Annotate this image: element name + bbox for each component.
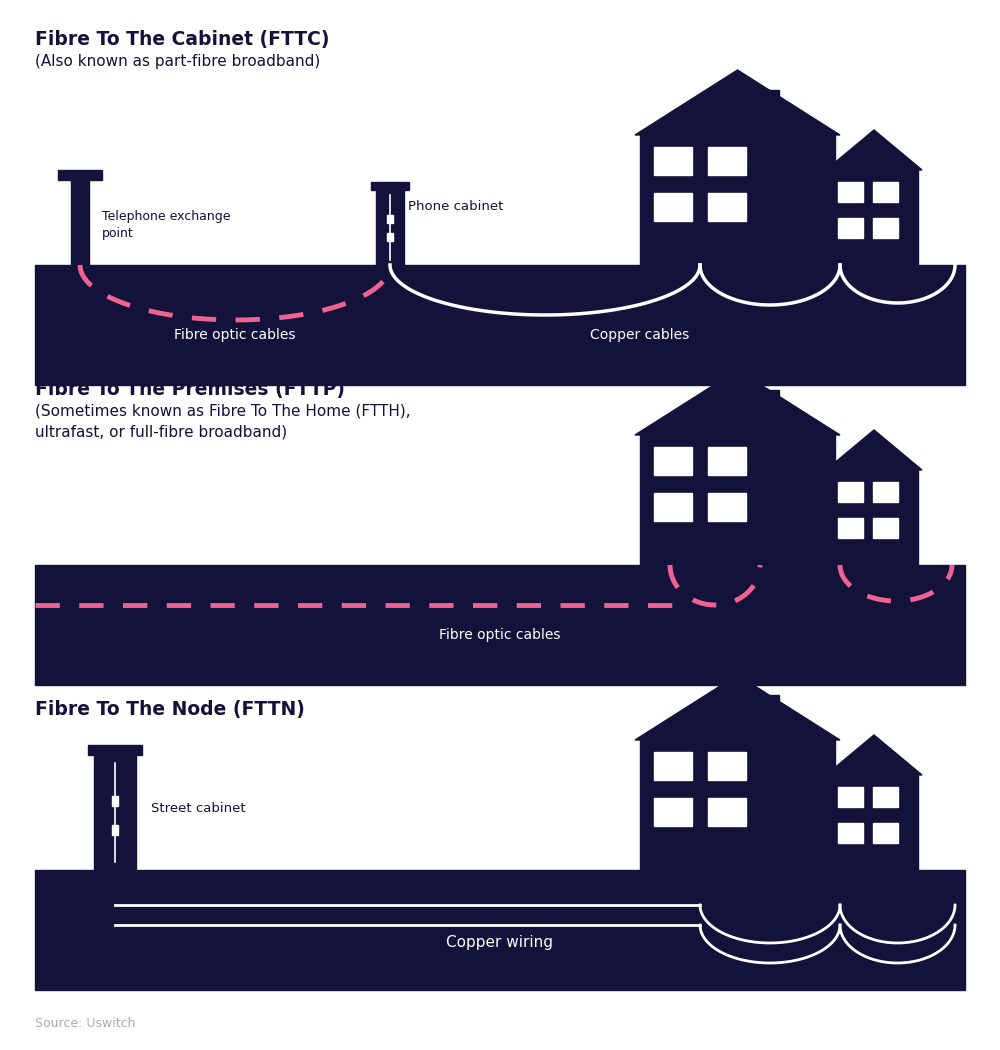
Polygon shape: [708, 494, 746, 521]
Polygon shape: [708, 798, 746, 826]
Polygon shape: [838, 823, 863, 843]
Polygon shape: [635, 675, 840, 740]
Polygon shape: [58, 170, 102, 180]
Polygon shape: [376, 190, 404, 265]
Text: Copper wiring: Copper wiring: [446, 934, 554, 949]
Text: Fibre To The Cabinet (FTTC): Fibre To The Cabinet (FTTC): [35, 30, 330, 49]
Polygon shape: [35, 265, 965, 385]
Polygon shape: [640, 435, 835, 565]
Polygon shape: [873, 182, 898, 202]
Polygon shape: [873, 482, 898, 502]
Polygon shape: [112, 796, 118, 806]
Polygon shape: [873, 218, 898, 238]
Polygon shape: [94, 755, 136, 870]
Polygon shape: [826, 735, 922, 775]
Polygon shape: [873, 788, 898, 807]
Polygon shape: [112, 824, 118, 835]
Polygon shape: [635, 70, 840, 135]
Text: Fibre To The Node (FTTN): Fibre To The Node (FTTN): [35, 700, 305, 719]
Polygon shape: [708, 193, 746, 220]
Polygon shape: [640, 740, 835, 870]
Text: (Sometimes known as Fibre To The Home (FTTH),
ultrafast, or full-fibre broadband: (Sometimes known as Fibre To The Home (F…: [35, 404, 411, 439]
Text: Fibre To The Premises (FTTP): Fibre To The Premises (FTTP): [35, 380, 345, 399]
Polygon shape: [371, 182, 409, 190]
Text: Fibre optic cables: Fibre optic cables: [439, 628, 561, 642]
Polygon shape: [761, 90, 779, 138]
Polygon shape: [838, 218, 863, 238]
Text: Fibre optic cables: Fibre optic cables: [174, 328, 296, 342]
Polygon shape: [838, 788, 863, 807]
Polygon shape: [826, 130, 922, 170]
Polygon shape: [873, 518, 898, 538]
Polygon shape: [838, 518, 863, 538]
Text: Copper cables: Copper cables: [590, 328, 690, 342]
Text: Phone cabinet: Phone cabinet: [408, 200, 503, 213]
Polygon shape: [35, 870, 965, 990]
Polygon shape: [654, 193, 692, 220]
Polygon shape: [838, 182, 863, 202]
Polygon shape: [635, 370, 840, 435]
Polygon shape: [708, 447, 746, 475]
Text: Telephone exchange
point: Telephone exchange point: [102, 210, 230, 240]
Polygon shape: [830, 775, 918, 870]
Polygon shape: [830, 470, 918, 565]
Polygon shape: [654, 147, 692, 175]
Polygon shape: [387, 232, 393, 240]
Polygon shape: [826, 430, 922, 470]
Polygon shape: [88, 746, 142, 755]
Polygon shape: [71, 180, 89, 265]
Polygon shape: [761, 695, 779, 743]
Polygon shape: [654, 447, 692, 475]
Polygon shape: [838, 482, 863, 502]
Polygon shape: [873, 823, 898, 843]
Polygon shape: [761, 390, 779, 438]
Polygon shape: [654, 494, 692, 521]
Polygon shape: [640, 135, 835, 265]
Polygon shape: [654, 752, 692, 780]
Polygon shape: [654, 798, 692, 826]
Polygon shape: [708, 147, 746, 175]
Polygon shape: [35, 565, 965, 685]
Text: Source: Uswitch: Source: Uswitch: [35, 1017, 136, 1030]
Polygon shape: [387, 214, 393, 223]
Polygon shape: [708, 752, 746, 780]
Polygon shape: [830, 170, 918, 265]
Text: Street cabinet: Street cabinet: [151, 802, 246, 815]
Text: (Also known as part-fibre broadband): (Also known as part-fibre broadband): [35, 54, 320, 69]
